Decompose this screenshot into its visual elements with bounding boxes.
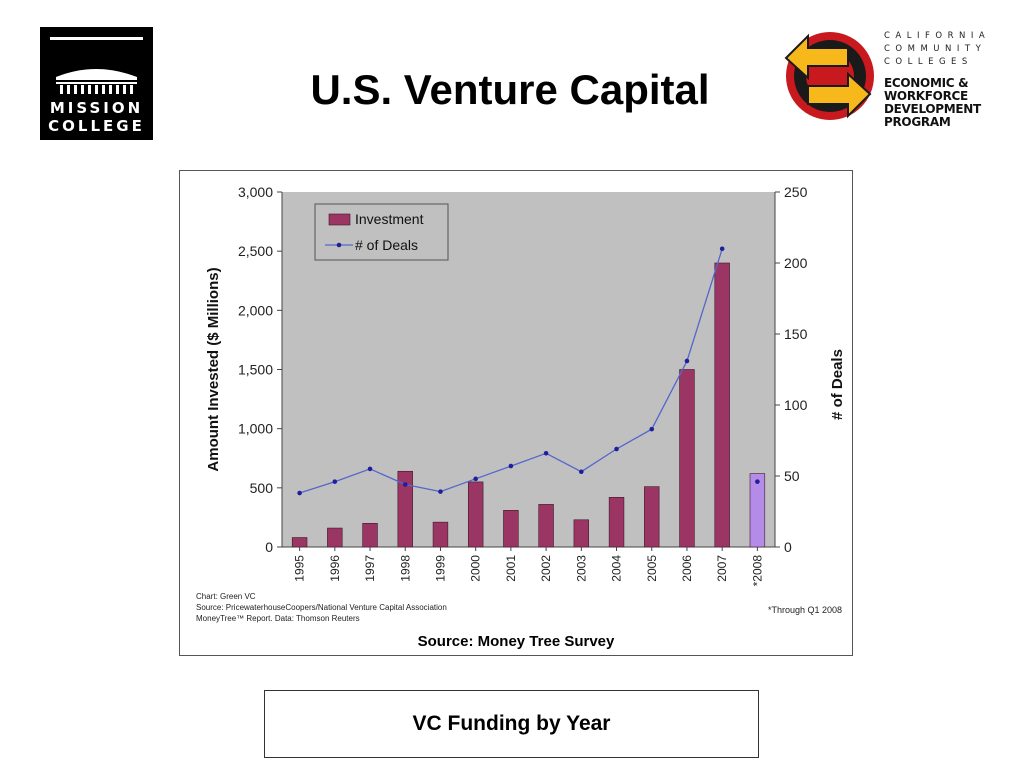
ccc-line-2: COMMUNITY <box>884 44 987 54</box>
bar <box>362 523 378 548</box>
ewd-line-2: WORKFORCE <box>884 89 968 103</box>
y-tick-label: 2,000 <box>238 302 273 318</box>
mission-college-logo: MISSION COLLEGE <box>40 27 153 140</box>
x-tick-label: 1999 <box>433 555 447 582</box>
ewd-line-3: DEVELOPMENT <box>884 102 981 116</box>
ewd-program-label: ECONOMIC & WORKFORCE DEVELOPMENT PROGRAM <box>884 77 1019 129</box>
chart-note-1: Chart: Green VC <box>196 592 256 601</box>
y-tick-label: 0 <box>265 539 273 555</box>
x-tick-label: 1997 <box>363 555 377 582</box>
bar <box>467 481 484 548</box>
ewd-line-4: PROGRAM <box>884 115 951 129</box>
deals-point <box>684 358 690 364</box>
y2-tick-label: 50 <box>784 468 800 484</box>
deals-point <box>508 463 514 469</box>
legend-label-deals: # of Deals <box>355 237 418 253</box>
x-tick-label: 1995 <box>293 555 307 582</box>
chart-footnote: *Through Q1 2008 <box>767 605 842 615</box>
bar <box>538 504 554 548</box>
bar <box>714 262 730 548</box>
legend-swatch-investment <box>328 213 351 226</box>
chart-source: Source: Money Tree Survey <box>417 633 615 650</box>
ccc-wordmark: CALIFORNIA COMMUNITY COLLEGES ECONOMIC &… <box>884 30 1019 129</box>
bar <box>573 519 590 548</box>
deals-point <box>438 489 443 494</box>
legend-label-investment: Investment <box>355 211 424 227</box>
logo-word-2: COLLEGE <box>48 117 145 135</box>
deals-point <box>473 476 478 482</box>
y2-tick-label: 200 <box>784 255 808 271</box>
chart-panel: 0 500 1,000 1,500 2,000 2,500 3,000 0 50 100 150 20… <box>179 170 853 656</box>
caption-box: VC Funding by Year <box>264 690 759 758</box>
deals-point <box>367 466 373 472</box>
x-tick-label: 2007 <box>715 555 729 582</box>
y2-tick-label: 150 <box>784 326 808 342</box>
x-tick-label: 2000 <box>469 555 483 582</box>
caption-text: VC Funding by Year <box>412 712 611 735</box>
y-tick-label: 3,000 <box>238 184 273 200</box>
deals-point <box>719 246 725 252</box>
deals-point <box>543 450 549 456</box>
ewd-line-1: ECONOMIC & <box>884 76 969 90</box>
deals-point <box>649 426 655 432</box>
deals-point <box>332 479 338 484</box>
chart-note-3: MoneyTree™ Report. Data: Thomson Reuters <box>196 614 360 623</box>
deals-point <box>579 469 584 475</box>
x-tick-label: 2002 <box>539 555 553 582</box>
y-tick-label: 1,500 <box>238 362 273 378</box>
bar <box>644 486 660 548</box>
bar <box>679 369 695 548</box>
y2-tick-label: 100 <box>784 397 808 413</box>
chart-notes: Chart: Green VC Source: PricewaterhouseC… <box>196 591 447 624</box>
ccc-line-3: COLLEGES <box>884 57 973 67</box>
x-tick-label: *2008 <box>750 555 764 587</box>
y-tick-label: 2,500 <box>238 243 273 259</box>
y2-tick-label: 0 <box>784 539 792 555</box>
building-icon <box>56 69 137 94</box>
vc-chart: 0 500 1,000 1,500 2,000 2,500 3,000 0 50 100 150 20… <box>205 184 846 587</box>
page-title: U.S. Venture Capital <box>310 66 710 113</box>
x-tick-label: 2001 <box>504 555 518 582</box>
bar <box>608 496 625 548</box>
y2-tick-label: 250 <box>784 184 808 200</box>
legend-marker-deals <box>336 242 342 248</box>
bar <box>327 527 343 548</box>
bar <box>291 537 308 548</box>
y-tick-label: 500 <box>250 480 274 496</box>
bar <box>503 510 519 548</box>
deals-point <box>614 446 619 452</box>
y-axis-title: Amount Invested ($ Millions) <box>205 267 222 471</box>
deals-point <box>755 479 760 484</box>
x-tick-label: 2005 <box>645 555 659 582</box>
x-tick-label: 2006 <box>680 555 694 582</box>
logo-rule <box>50 37 143 40</box>
y2-axis-title: # of Deals <box>829 349 846 420</box>
recycle-arrows-icon <box>784 32 874 120</box>
y-tick-label: 1,000 <box>238 421 273 437</box>
x-tick-label: 1998 <box>398 555 412 582</box>
legend-box <box>314 203 449 261</box>
bar <box>749 473 766 548</box>
logo-word-1: MISSION <box>49 99 144 117</box>
deals-point <box>402 482 408 487</box>
deals-point <box>297 490 302 496</box>
ccc-line-1: CALIFORNIA <box>884 31 991 41</box>
x-tick-label: 2004 <box>610 555 624 582</box>
x-tick-label: 2003 <box>574 555 588 582</box>
bar <box>432 521 449 548</box>
x-tick-label: 1996 <box>328 555 342 582</box>
chart-note-2: Source: PricewaterhouseCoopers/National … <box>196 603 447 612</box>
